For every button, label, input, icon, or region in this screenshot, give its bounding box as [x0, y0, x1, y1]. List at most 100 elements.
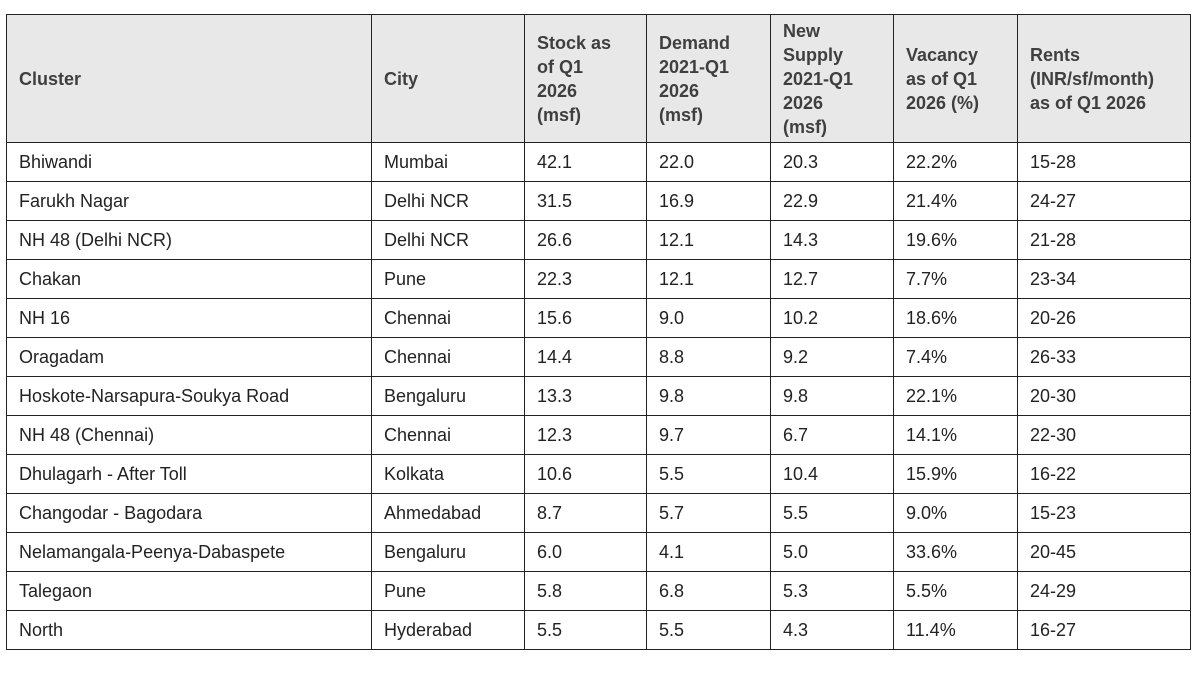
cell-demand: 4.1	[646, 532, 771, 572]
cell-cluster: Nelamangala-Peenya-Dabaspete	[6, 532, 372, 572]
cell-cluster: NH 16	[6, 298, 372, 338]
cell-rents: 15-23	[1017, 493, 1191, 533]
cell-new-supply: 5.5	[770, 493, 894, 533]
table-row: Farukh Nagar Delhi NCR 31.5 16.9 22.9 21.4% 24…	[6, 181, 1191, 221]
cell-vacancy: 15.9%	[893, 454, 1018, 494]
cell-city: Chennai	[371, 337, 525, 377]
cell-cluster: Farukh Nagar	[6, 181, 372, 221]
cell-vacancy: 21.4%	[893, 181, 1018, 221]
cell-city: Delhi NCR	[371, 220, 525, 260]
cell-cluster: NH 48 (Delhi NCR)	[6, 220, 372, 260]
header-demand: Demand 2021-Q1 2026 (msf)	[646, 14, 771, 143]
table-row: NH 48 (Delhi NCR) Delhi NCR 26.6 12.1 14.3 19…	[6, 220, 1191, 260]
cell-vacancy: 9.0%	[893, 493, 1018, 533]
cell-rents: 20-45	[1017, 532, 1191, 572]
cell-rents: 21-28	[1017, 220, 1191, 260]
cell-vacancy: 7.7%	[893, 259, 1018, 299]
cell-rents: 23-34	[1017, 259, 1191, 299]
cell-city: Ahmedabad	[371, 493, 525, 533]
table-row: NH 48 (Chennai) Chennai 12.3 9.7 6.7 14.1% 22-…	[6, 415, 1191, 455]
cell-rents: 15-28	[1017, 142, 1191, 182]
cell-new-supply: 5.3	[770, 571, 894, 611]
cell-new-supply: 9.2	[770, 337, 894, 377]
cell-cluster: North	[6, 610, 372, 650]
cell-rents: 24-29	[1017, 571, 1191, 611]
cell-rents: 22-30	[1017, 415, 1191, 455]
table-row: North Hyderabad 5.5 5.5 4.3 11.4% 16-27	[6, 610, 1191, 650]
cell-city: Mumbai	[371, 142, 525, 182]
cell-demand: 12.1	[646, 259, 771, 299]
header-city: City	[371, 14, 525, 143]
cell-city: Delhi NCR	[371, 181, 525, 221]
cell-new-supply: 22.9	[770, 181, 894, 221]
table-row: Changodar - Bagodara Ahmedabad 8.7 5.7 5.5 9.…	[6, 493, 1191, 533]
cell-cluster: Hoskote-Narsapura-Soukya Road	[6, 376, 372, 416]
cell-new-supply: 10.4	[770, 454, 894, 494]
cell-demand: 9.0	[646, 298, 771, 338]
warehouse-cluster-table: Cluster City Stock as of Q1 2026 (msf) D…	[6, 14, 1191, 650]
cell-vacancy: 7.4%	[893, 337, 1018, 377]
cell-demand: 6.8	[646, 571, 771, 611]
cell-demand: 9.8	[646, 376, 771, 416]
header-rents: Rents (INR/sf/month) as of Q1 2026	[1017, 14, 1191, 143]
cell-stock: 31.5	[524, 181, 647, 221]
cell-rents: 24-27	[1017, 181, 1191, 221]
cell-rents: 20-26	[1017, 298, 1191, 338]
cell-city: Pune	[371, 259, 525, 299]
cell-stock: 12.3	[524, 415, 647, 455]
cell-new-supply: 14.3	[770, 220, 894, 260]
cell-cluster: NH 48 (Chennai)	[6, 415, 372, 455]
cell-city: Chennai	[371, 298, 525, 338]
cell-cluster: Chakan	[6, 259, 372, 299]
cell-vacancy: 33.6%	[893, 532, 1018, 572]
cell-demand: 8.8	[646, 337, 771, 377]
cell-new-supply: 9.8	[770, 376, 894, 416]
cell-vacancy: 22.1%	[893, 376, 1018, 416]
cell-stock: 15.6	[524, 298, 647, 338]
cell-cluster: Oragadam	[6, 337, 372, 377]
data-table-container: Cluster City Stock as of Q1 2026 (msf) D…	[6, 14, 1191, 650]
table-body: Bhiwandi Mumbai 42.1 22.0 20.3 22.2% 15-28 Faru…	[6, 142, 1191, 650]
cell-demand: 5.5	[646, 454, 771, 494]
cell-stock: 8.7	[524, 493, 647, 533]
table-header: Cluster City Stock as of Q1 2026 (msf) D…	[6, 14, 1191, 143]
cell-stock: 10.6	[524, 454, 647, 494]
table-row: Hoskote-Narsapura-Soukya Road Bengaluru 13…	[6, 376, 1191, 416]
cell-vacancy: 14.1%	[893, 415, 1018, 455]
cell-vacancy: 22.2%	[893, 142, 1018, 182]
cell-rents: 26-33	[1017, 337, 1191, 377]
table-row: Chakan Pune 22.3 12.1 12.7 7.7% 23-34	[6, 259, 1191, 299]
cell-city: Kolkata	[371, 454, 525, 494]
cell-new-supply: 5.0	[770, 532, 894, 572]
cell-rents: 16-22	[1017, 454, 1191, 494]
cell-new-supply: 4.3	[770, 610, 894, 650]
cell-demand: 12.1	[646, 220, 771, 260]
table-row: Nelamangala-Peenya-Dabaspete Bengaluru 6.0…	[6, 532, 1191, 572]
table-row: Talegaon Pune 5.8 6.8 5.3 5.5% 24-29	[6, 571, 1191, 611]
cell-stock: 5.8	[524, 571, 647, 611]
header-cluster: Cluster	[6, 14, 372, 143]
cell-demand: 22.0	[646, 142, 771, 182]
cell-vacancy: 11.4%	[893, 610, 1018, 650]
header-new-supply: New Supply 2021-Q1 2026 (msf)	[770, 14, 894, 143]
cell-rents: 20-30	[1017, 376, 1191, 416]
header-row: Cluster City Stock as of Q1 2026 (msf) D…	[6, 14, 1191, 143]
cell-city: Chennai	[371, 415, 525, 455]
header-vacancy: Vacancy as of Q1 2026 (%)	[893, 14, 1018, 143]
cell-cluster: Bhiwandi	[6, 142, 372, 182]
header-stock: Stock as of Q1 2026 (msf)	[524, 14, 647, 143]
cell-stock: 5.5	[524, 610, 647, 650]
cell-new-supply: 12.7	[770, 259, 894, 299]
table-row: Bhiwandi Mumbai 42.1 22.0 20.3 22.2% 15-28	[6, 142, 1191, 182]
table-row: Dhulagarh - After Toll Kolkata 10.6 5.5 10.4…	[6, 454, 1191, 494]
cell-cluster: Changodar - Bagodara	[6, 493, 372, 533]
cell-vacancy: 19.6%	[893, 220, 1018, 260]
cell-vacancy: 5.5%	[893, 571, 1018, 611]
cell-new-supply: 10.2	[770, 298, 894, 338]
cell-demand: 9.7	[646, 415, 771, 455]
table-row: Oragadam Chennai 14.4 8.8 9.2 7.4% 26-33	[6, 337, 1191, 377]
cell-stock: 13.3	[524, 376, 647, 416]
cell-city: Hyderabad	[371, 610, 525, 650]
cell-stock: 14.4	[524, 337, 647, 377]
cell-city: Bengaluru	[371, 532, 525, 572]
